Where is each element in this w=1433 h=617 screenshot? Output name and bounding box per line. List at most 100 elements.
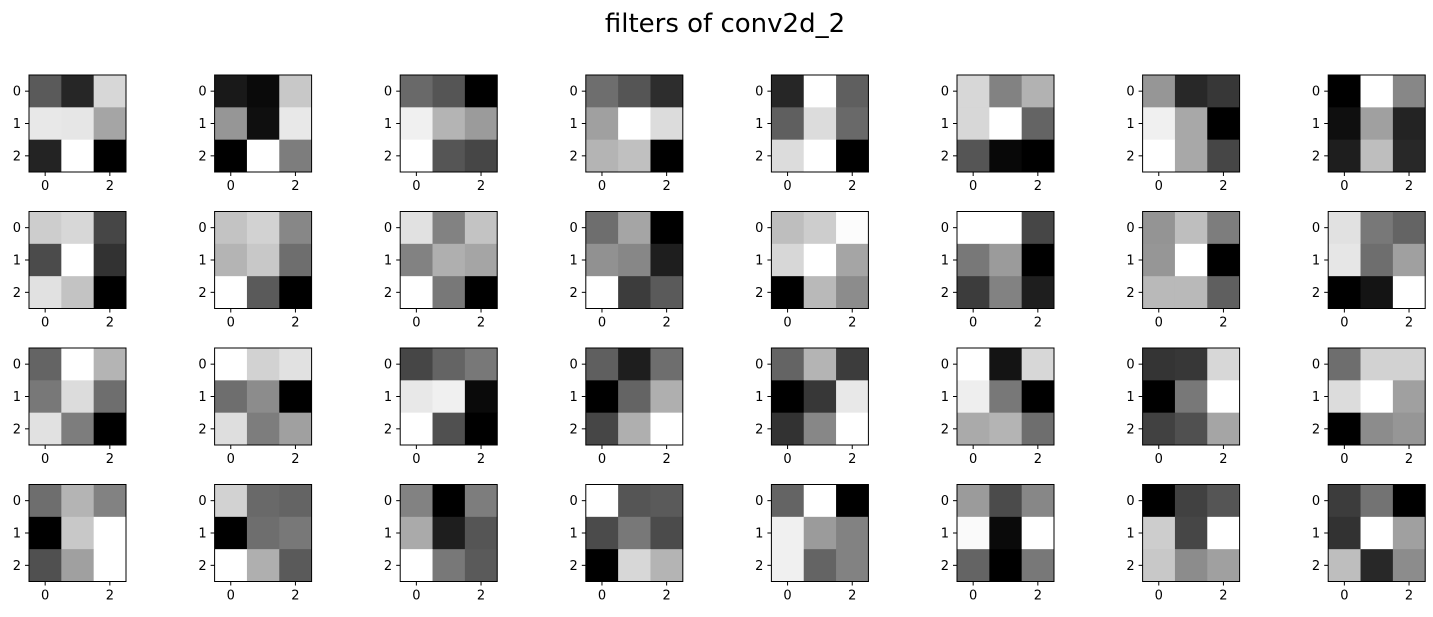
x-tick-label: 2: [848, 452, 856, 467]
filter-panel: 0 1 2 0 2: [1312, 211, 1426, 331]
y-tick-label: 2: [13, 559, 21, 574]
heatmap-cell: [400, 484, 433, 518]
y-tick-label: 0: [198, 221, 206, 236]
x-tick-label: 0: [227, 179, 235, 194]
x-tick-label: 0: [41, 589, 49, 604]
heatmap-cell: [1392, 380, 1426, 414]
heatmap-cell: [93, 516, 127, 550]
y-tick-label: 2: [755, 149, 763, 164]
heatmap-cell: [585, 549, 619, 582]
heatmap-cell: [1207, 412, 1240, 446]
heatmap-cell: [585, 139, 619, 173]
heatmap-cell: [1142, 380, 1176, 414]
heatmap-cell: [400, 516, 433, 550]
filter-panel: 0 1 2 0 2: [755, 74, 869, 194]
heatmap-cell: [989, 380, 1023, 414]
x-tick-label: 2: [1034, 316, 1042, 331]
y-tick-label: 0: [13, 494, 21, 509]
heatmap-cell: [279, 348, 312, 381]
heatmap-cell: [836, 549, 869, 582]
heatmap-cell: [803, 243, 837, 277]
heatmap-cell: [650, 276, 684, 309]
heatmap-cell: [464, 484, 498, 518]
heatmap-cell: [29, 348, 62, 381]
x-tick-label: 0: [783, 589, 791, 604]
y-tick-label: 1: [13, 117, 21, 132]
filter-panel: 0 1 2 0 2: [1312, 347, 1426, 467]
y-tick-label: 0: [755, 85, 763, 100]
heatmap-cell: [1174, 107, 1208, 141]
y-tick-label: 2: [1126, 286, 1134, 301]
y-tick-label: 0: [570, 494, 578, 509]
y-tick-label: 2: [198, 422, 206, 437]
x-tick-label: 0: [412, 316, 420, 331]
x-tick-label: 2: [106, 452, 114, 467]
x-tick-label: 0: [1155, 589, 1163, 604]
heatmap-cell: [1207, 348, 1240, 381]
heatmap-cell: [585, 243, 619, 277]
heatmap-cell: [650, 549, 684, 582]
filter-panel: 0 1 2 0 2: [755, 347, 869, 467]
heatmap-cell: [246, 75, 280, 108]
heatmap-cell: [246, 211, 280, 245]
heatmap-cell: [246, 107, 280, 141]
y-tick-label: 2: [198, 286, 206, 301]
x-tick-label: 2: [1034, 179, 1042, 194]
heatmap-cell: [836, 243, 869, 277]
heatmap-cell: [1142, 484, 1176, 518]
y-tick-label: 1: [1312, 254, 1320, 269]
heatmap-cell: [93, 348, 127, 381]
heatmap-cell: [1392, 484, 1426, 518]
heatmap-cell: [279, 75, 312, 108]
y-tick-label: 1: [1126, 117, 1134, 132]
x-tick-label: 0: [227, 589, 235, 604]
heatmap-cell: [61, 139, 95, 173]
y-tick-label: 2: [941, 149, 949, 164]
heatmap-cell: [957, 243, 990, 277]
y-tick-label: 2: [384, 559, 392, 574]
heatmap-cell: [279, 139, 312, 173]
heatmap-cell: [432, 380, 466, 414]
filter-panel: 0 1 2 0 2: [941, 74, 1055, 194]
heatmap-cell: [618, 139, 651, 173]
heatmap-cell: [1174, 549, 1208, 582]
heatmap-cell: [836, 380, 869, 414]
filter-panel: 0 1 2 0 2: [941, 484, 1055, 604]
heatmap-cell: [29, 243, 62, 277]
heatmap-cell: [464, 549, 498, 582]
heatmap-cell: [803, 75, 837, 108]
heatmap-cell: [836, 484, 869, 518]
chart-title: filters of conv2d_2: [605, 9, 845, 39]
y-tick-label: 0: [941, 85, 949, 100]
heatmap-cell: [650, 380, 684, 414]
heatmap-cell: [618, 380, 651, 414]
heatmap-cell: [432, 107, 466, 141]
y-tick-label: 1: [1312, 527, 1320, 542]
x-tick-label: 0: [783, 179, 791, 194]
heatmap-cell: [1392, 276, 1426, 309]
heatmap-cell: [464, 107, 498, 141]
y-tick-label: 1: [198, 390, 206, 405]
y-tick-label: 1: [755, 390, 763, 405]
heatmap-cell: [836, 211, 869, 245]
heatmap-cell: [464, 139, 498, 173]
heatmap-cell: [650, 211, 684, 245]
heatmap-cell: [1392, 107, 1426, 141]
y-tick-label: 0: [198, 494, 206, 509]
heatmap-cell: [279, 276, 312, 309]
x-tick-label: 0: [783, 316, 791, 331]
heatmap-cell: [585, 516, 619, 550]
x-tick-label: 0: [41, 452, 49, 467]
heatmap-cell: [214, 412, 248, 446]
x-tick-label: 0: [598, 179, 606, 194]
y-tick-label: 0: [198, 85, 206, 100]
heatmap-cell: [957, 380, 990, 414]
heatmap-cell: [618, 484, 651, 518]
heatmap-cell: [1142, 107, 1176, 141]
y-tick-label: 1: [198, 117, 206, 132]
filter-panel: 0 1 2 0 2: [13, 74, 127, 194]
heatmap-cell: [957, 549, 990, 582]
heatmap-cell: [1392, 412, 1426, 446]
x-tick-label: 2: [1219, 452, 1227, 467]
